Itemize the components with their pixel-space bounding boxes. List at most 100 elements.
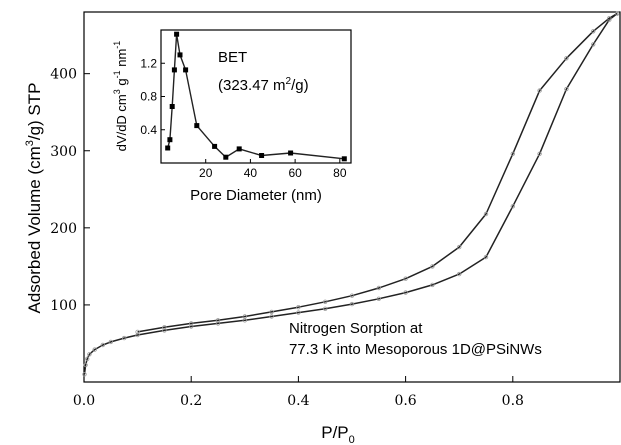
isotherm-point: [323, 306, 328, 311]
pore-distribution-point: [259, 153, 265, 158]
inset-axis-ticks: 20 40 60 80 0.4 0.8 1.2: [140, 56, 347, 180]
isotherm-point: [87, 352, 92, 357]
pore-distribution-point: [169, 104, 175, 109]
inset-annotation-surface-area: (323.47 m2/g): [218, 76, 309, 94]
inset-y-axis-label: dV/dD cm3 g-1 nm-1: [112, 41, 129, 152]
isotherm-point: [188, 324, 194, 329]
isotherm-point: [430, 264, 435, 269]
x-tick-label: 0.6: [394, 393, 416, 409]
isotherm-point: [564, 86, 569, 92]
inset-x-tick-label: 40: [244, 166, 258, 180]
pore-distribution-point: [341, 156, 347, 162]
isotherm-point: [162, 328, 167, 333]
isotherm-point: [121, 335, 127, 341]
pore-distribution-point: [177, 52, 183, 58]
isotherm-point: [403, 290, 408, 295]
pore-distribution-point: [174, 31, 180, 37]
isotherm-point: [83, 362, 88, 368]
isotherm-line-1: [137, 12, 618, 333]
isotherm-point: [323, 299, 328, 304]
isotherm-point: [457, 271, 462, 277]
isotherm-point: [82, 372, 87, 377]
x-tick-label: 0.0: [73, 393, 95, 409]
pore-distribution-point: [236, 146, 242, 152]
y-tick-label: 100: [50, 298, 77, 314]
inset-x-tick-label: 20: [199, 166, 213, 180]
pore-distribution-point: [223, 154, 229, 160]
inset-y-label-sup1: 3: [112, 89, 122, 94]
isotherm-point: [100, 342, 105, 348]
x-axis-label-main: P/P: [321, 423, 348, 442]
x-tick-label: 0.8: [502, 393, 524, 409]
isotherm-point: [188, 321, 194, 326]
x-axis-label-subscript: 0: [349, 434, 355, 445]
isotherm-point: [591, 42, 596, 47]
isotherm-point: [615, 11, 620, 16]
isotherm-point: [135, 329, 140, 335]
isotherm-point: [84, 356, 90, 362]
isotherm-point: [430, 282, 435, 288]
inset-y-tick-label: 0.8: [140, 90, 157, 104]
isotherm-point: [376, 285, 381, 291]
isotherm-point: [537, 151, 542, 156]
inset-y-label-sup2: -1: [112, 70, 122, 78]
isotherm-point: [215, 318, 221, 323]
main-series-group: [82, 11, 620, 377]
isotherm-point: [135, 332, 140, 338]
x-axis-label: P/P0: [321, 423, 355, 445]
isotherm-point: [457, 244, 462, 250]
annotation-line-2: 77.3 K into Mesoporous 1D@PSiNWs: [289, 341, 542, 358]
inset-y-tick-label: 0.4: [140, 123, 157, 137]
x-tick-label: 0.2: [180, 393, 202, 409]
isotherm-point: [537, 88, 542, 93]
pore-distribution-point: [171, 67, 177, 73]
inset-annotation-suffix: /g): [291, 77, 309, 94]
pore-distribution-line: [167, 34, 345, 160]
inset-annotation-superscript: 2: [286, 76, 292, 87]
inset-y-label-sup3: -1: [112, 41, 122, 49]
annotation-line-1: Nitrogen Sorption at: [289, 320, 423, 337]
inset-y-tick-label: 1.2: [140, 56, 157, 70]
isotherm-point: [296, 305, 301, 310]
inset-x-tick-label: 80: [333, 166, 347, 180]
isotherm-point: [591, 29, 596, 34]
inset-y-label-part1: dV/dD cm: [114, 94, 129, 151]
inset-series-group: [165, 31, 347, 162]
y-axis-label-superscript: 3: [24, 140, 36, 146]
isotherm-point: [296, 310, 301, 315]
isotherm-point: [564, 56, 569, 61]
inset-plot-frame: [160, 29, 352, 164]
inset-annotation-bet: BET: [218, 49, 247, 66]
pore-distribution-point: [183, 67, 189, 73]
inset-x-axis-label: Pore Diameter (nm): [190, 187, 322, 204]
isotherm-point: [403, 276, 408, 281]
inset-x-tick-label: 60: [288, 166, 302, 180]
pore-distribution-point: [194, 123, 200, 129]
isotherm-point: [162, 325, 167, 330]
pore-distribution-point: [288, 150, 294, 156]
y-tick-label: 400: [50, 67, 77, 83]
y-axis-label-suffix: /g) STP: [25, 83, 44, 141]
main-axis-ticks: 0.0 0.2 0.4 0.6 0.8 100 200 300 400: [50, 67, 524, 409]
isotherm-point: [349, 293, 355, 298]
main-plot-frame: [83, 11, 621, 383]
isotherm-point: [269, 314, 274, 319]
isotherm-point: [510, 204, 515, 209]
isotherm-point: [376, 296, 381, 301]
pore-distribution-point: [165, 145, 171, 151]
pore-distribution-point: [167, 137, 173, 143]
isotherm-point: [215, 321, 221, 326]
isotherm-point: [510, 151, 515, 156]
isotherm-point: [349, 301, 355, 307]
isotherm-point: [483, 254, 489, 260]
isotherm-point: [269, 309, 274, 315]
isotherm-point: [483, 211, 489, 217]
isotherm-point: [242, 314, 247, 319]
x-tick-label: 0.4: [287, 393, 309, 409]
isotherm-point: [607, 16, 612, 21]
isotherm-point: [108, 339, 113, 345]
y-axis-label-prefix: Adsorbed Volume (cm: [25, 146, 44, 313]
inset-y-label-part2: g: [114, 78, 129, 89]
isotherm-line-0: [83, 12, 618, 375]
